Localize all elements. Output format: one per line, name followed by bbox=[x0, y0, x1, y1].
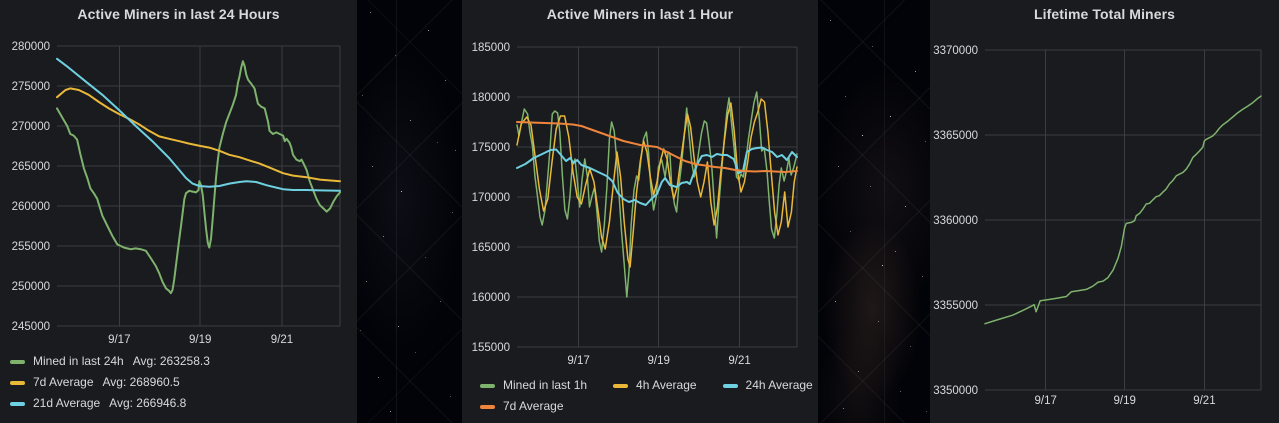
legend-row: Mined in last 1h 4h Average 24h Average bbox=[480, 375, 839, 396]
y-tick-label: 3355000 bbox=[933, 300, 978, 312]
y-tick-label: 3365000 bbox=[933, 130, 978, 142]
y-tick-label: 170000 bbox=[472, 192, 510, 204]
series-line bbox=[56, 87, 341, 183]
legend-active-miners-1h: Mined in last 1h 4h Average 24h Average 7d … bbox=[480, 375, 839, 417]
legend-series-avg: Avg: 263258.3 bbox=[132, 354, 210, 368]
x-tick-label: 9/17 bbox=[567, 355, 589, 367]
y-tick-label: 3350000 bbox=[933, 385, 978, 397]
y-tick-label: 180000 bbox=[472, 92, 510, 104]
legend-item-21d-average[interactable]: 21d Average Avg: 266946.8 bbox=[10, 393, 186, 414]
panel-lifetime-total-miners: Lifetime Total Miners 3350000 3355000 3360… bbox=[930, 0, 1279, 423]
series-line bbox=[516, 121, 798, 173]
legend-row: 21d Average Avg: 266946.8 bbox=[10, 393, 236, 414]
series-line bbox=[56, 60, 341, 295]
legend-item-7d-average[interactable]: 7d Average bbox=[480, 396, 564, 417]
x-tick-label: 9/21 bbox=[1193, 395, 1215, 407]
legend-series-label: 7d Average bbox=[33, 375, 94, 389]
y-tick-label: 155000 bbox=[472, 342, 510, 354]
legend-series-dash-icon bbox=[480, 404, 495, 409]
x-tick-label: 9/19 bbox=[648, 355, 670, 367]
series-line bbox=[56, 57, 341, 192]
legend-row: Mined in last 24h Avg: 263258.3 bbox=[10, 351, 236, 372]
y-tick-label: 175000 bbox=[472, 142, 510, 154]
y-tick-label: 255000 bbox=[12, 241, 50, 253]
legend-row: 7d Average Avg: 268960.5 bbox=[10, 372, 236, 393]
panel-title[interactable]: Active Miners in last 1 Hour bbox=[546, 6, 734, 22]
panel-active-miners-24h: Active Miners in last 24 Hours 245000 250… bbox=[0, 0, 357, 423]
x-tick-label: 9/19 bbox=[1114, 395, 1136, 407]
y-tick-label: 160000 bbox=[472, 292, 510, 304]
chart-active-miners-1h[interactable]: 155000 160000 165000 170000 175000 180000 1850… bbox=[462, 0, 818, 423]
legend-series-dash-icon bbox=[722, 383, 738, 388]
x-tick-label: 9/19 bbox=[189, 334, 211, 346]
legend-series-dash-icon bbox=[10, 380, 25, 385]
legend-item-mined-in-last-24h[interactable]: Mined in last 24h Avg: 263258.3 bbox=[10, 351, 210, 372]
panel-title[interactable]: Lifetime Total Miners bbox=[1033, 6, 1176, 22]
y-tick-label: 185000 bbox=[472, 42, 510, 54]
legend-item-7d-average[interactable]: 7d Average Avg: 268960.5 bbox=[10, 372, 180, 393]
legend-series-avg: Avg: 266946.8 bbox=[109, 396, 187, 410]
chart-active-miners-24h[interactable]: 245000 250000 255000 260000 265000 270000 2750… bbox=[0, 0, 357, 423]
y-tick-label: 3370000 bbox=[933, 45, 978, 57]
y-tick-label: 165000 bbox=[472, 242, 510, 254]
y-tick-label: 260000 bbox=[12, 201, 50, 213]
series-line bbox=[516, 91, 798, 298]
series-line bbox=[984, 95, 1262, 325]
legend-series-label: 24h Average bbox=[745, 378, 813, 392]
panel-title[interactable]: Active Miners in last 24 Hours bbox=[77, 6, 280, 22]
y-tick-label: 275000 bbox=[12, 81, 50, 93]
x-tick-label: 9/21 bbox=[728, 355, 750, 367]
legend-series-label: Mined in last 24h bbox=[33, 354, 124, 368]
x-tick-label: 9/17 bbox=[1035, 395, 1057, 407]
y-tick-label: 245000 bbox=[12, 321, 50, 333]
y-tick-label: 265000 bbox=[12, 161, 50, 173]
y-tick-label: 270000 bbox=[12, 121, 50, 133]
legend-series-dash-icon bbox=[613, 383, 629, 388]
legend-series-label: 7d Average bbox=[503, 399, 564, 413]
legend-series-dash-icon bbox=[10, 401, 25, 406]
series-line bbox=[516, 98, 798, 268]
chart-lifetime-total-miners[interactable]: 3350000 3355000 3360000 3365000 3370000 9/17 9… bbox=[930, 0, 1279, 423]
legend-series-dash-icon bbox=[480, 383, 495, 388]
legend-series-label: Mined in last 1h bbox=[503, 378, 588, 392]
x-tick-label: 9/17 bbox=[108, 334, 130, 346]
y-tick-label: 250000 bbox=[12, 281, 50, 293]
y-tick-label: 280000 bbox=[12, 41, 50, 53]
series-line bbox=[516, 146, 798, 206]
x-tick-label: 9/21 bbox=[271, 334, 293, 346]
legend-item-24h-average[interactable]: 24h Average bbox=[722, 375, 813, 396]
legend-series-label: 4h Average bbox=[636, 378, 697, 392]
legend-item-mined-in-last-1h[interactable]: Mined in last 1h bbox=[480, 375, 587, 396]
legend-series-avg: Avg: 268960.5 bbox=[102, 375, 180, 389]
y-tick-label: 3360000 bbox=[933, 215, 978, 227]
legend-series-label: 21d Average bbox=[33, 396, 101, 410]
legend-row: 7d Average bbox=[480, 396, 839, 417]
legend-item-4h-average[interactable]: 4h Average bbox=[613, 375, 697, 396]
legend-series-dash-icon bbox=[10, 359, 25, 364]
panel-active-miners-1h: Active Miners in last 1 Hour 155000 16000… bbox=[462, 0, 818, 423]
legend-active-miners-24h: Mined in last 24h Avg: 263258.3 7d Average… bbox=[10, 351, 236, 414]
